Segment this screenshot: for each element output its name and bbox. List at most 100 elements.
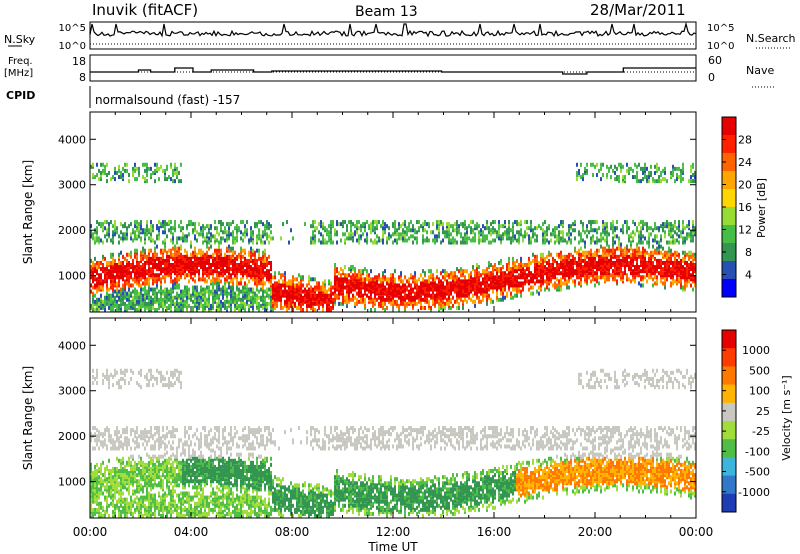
range-gate-cell [146,295,148,300]
range-gate-cell [616,258,618,263]
range-gate-cell [114,224,116,229]
range-gate-cell [262,291,264,296]
range-gate-cell [120,273,122,278]
range-gate-cell [96,238,98,243]
range-gate-cell [540,271,542,276]
range-gate-cell [244,287,246,292]
range-gate-cell [450,224,452,229]
range-gate-cell [184,285,186,290]
range-gate-cell [208,254,210,259]
range-gate-cell [146,228,148,233]
range-gate-cell [230,267,232,272]
range-gate-cell [270,260,272,265]
range-gate-cell [570,265,572,270]
range-gate-cell [616,177,618,182]
range-gate-cell [112,279,114,284]
range-gate-cell [594,265,596,270]
range-gate-cell [520,275,522,280]
range-gate-cell [490,297,492,302]
range-gate-cell [662,271,664,276]
range-gate-cell [212,258,214,263]
range-gate-cell [492,226,494,231]
range-gate-cell [286,301,288,306]
range-gate-cell [416,240,418,245]
range-gate-cell [580,252,582,257]
range-gate-cell [616,271,618,276]
range-gate-cell [472,287,474,292]
range-gate-cell [502,232,504,237]
range-gate-cell [644,168,646,173]
range-gate-cell [414,275,416,280]
range-gate-cell [200,289,202,294]
range-gate-cell [346,287,348,292]
range-gate-cell [188,256,190,261]
range-gate-cell [574,256,576,261]
range-gate-cell [232,267,234,272]
range-gate-cell [602,275,604,280]
range-gate-cell [398,291,400,296]
range-gate-cell [502,224,504,229]
range-gate-cell [358,281,360,286]
range-gate-cell [354,301,356,306]
range-gate-cell [632,256,634,261]
range-gate-cell [408,222,410,227]
range-gate-cell [440,303,442,308]
range-gate-cell [548,258,550,263]
range-gate-cell [542,271,544,276]
range-gate-cell [228,303,230,308]
range-gate-cell [490,277,492,282]
range-gate-cell [652,250,654,255]
range-gate-cell [150,260,152,265]
range-gate-cell [292,236,294,241]
range-gate-cell [340,277,342,282]
range-gate-cell [620,228,622,233]
range-gate-cell [232,285,234,290]
range-gate-cell [242,238,244,243]
range-gate-cell [626,254,628,259]
range-gate-cell [508,277,510,282]
range-gate-cell [626,246,628,251]
range-gate-cell [204,301,206,306]
range-gate-cell [550,279,552,284]
range-gate-cell [546,267,548,272]
range-gate-cell [590,222,592,227]
range-gate-cell [102,305,104,310]
range-gate-cell [328,224,330,229]
range-gate-cell [638,246,640,251]
range-gate-cell [372,277,374,282]
range-gate-cell [122,295,124,300]
range-gate-cell [442,301,444,306]
range-gate-cell [452,236,454,241]
range-gate-cell [390,275,392,280]
range-gate-cell [182,303,184,308]
range-gate-cell [266,301,268,306]
range-gate-cell [206,236,208,241]
range-gate-cell [576,275,578,280]
range-gate-cell [502,283,504,288]
range-gate-cell [208,295,210,300]
range-gate-cell [162,299,164,304]
range-gate-cell [414,285,416,290]
range-gate-cell [364,289,366,294]
range-gate-cell [584,271,586,276]
range-gate-cell [456,222,458,227]
range-gate-cell [342,220,344,225]
range-gate-cell [208,297,210,302]
range-gate-cell [112,299,114,304]
range-gate-cell [484,285,486,290]
range-gate-cell [330,226,332,231]
range-gate-cell [104,234,106,239]
range-gate-cell [90,289,92,294]
range-gate-cell [610,226,612,231]
range-gate-cell [368,275,370,280]
range-gate-cell [348,283,350,288]
range-gate-cell [376,291,378,296]
range-gate-cell [334,279,336,284]
range-gate-cell [366,273,368,278]
range-gate-cell [436,269,438,274]
range-gate-cell [116,226,118,231]
range-gate-cell [506,273,508,278]
range-gate-cell [364,228,366,233]
range-gate-cell [214,263,216,267]
range-gate-cell [234,275,236,280]
